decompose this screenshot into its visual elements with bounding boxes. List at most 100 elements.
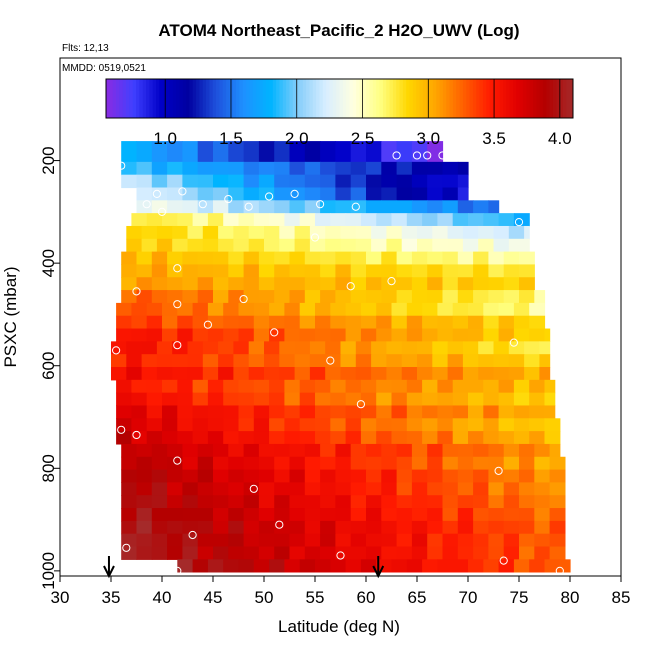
heat-cell	[131, 418, 148, 432]
heat-cell	[422, 559, 438, 573]
heat-cell	[274, 482, 291, 496]
heat-cell	[156, 354, 173, 368]
y-tick-label: 800	[39, 454, 58, 482]
heat-cell	[162, 392, 178, 407]
heat-cell	[366, 508, 382, 522]
heat-cell	[151, 456, 168, 471]
x-tick-label: 75	[510, 588, 529, 607]
heat-cell	[116, 431, 132, 445]
heat-cell	[315, 379, 331, 394]
heat-cell	[345, 328, 362, 342]
heat-cell	[141, 238, 158, 253]
heat-cell	[396, 251, 413, 266]
heat-cell	[121, 174, 138, 189]
heat-cell	[146, 431, 163, 445]
heat-cell	[381, 187, 398, 201]
y-tick-label: 400	[39, 249, 58, 277]
heat-cell	[473, 264, 489, 278]
heat-cell	[366, 141, 382, 163]
heat-cell	[468, 328, 484, 342]
heat-cell	[243, 277, 260, 291]
observation-point	[112, 346, 121, 355]
heat-cell	[253, 328, 270, 342]
heat-cell	[274, 141, 291, 163]
colorbar-segment	[532, 79, 537, 118]
heat-cell	[488, 264, 505, 278]
heat-cell	[371, 367, 387, 381]
heat-cell	[289, 161, 306, 176]
heat-cell	[442, 508, 459, 522]
colorbar-tick-label: 1.5	[219, 129, 243, 148]
heat-cell	[427, 495, 444, 509]
colorbar-segment	[222, 79, 227, 118]
heat-cell	[488, 533, 505, 548]
heat-cell	[177, 559, 194, 573]
heat-cell	[442, 251, 459, 266]
colorbar-segment	[136, 79, 140, 118]
heat-cell	[192, 213, 209, 227]
heat-cell	[197, 443, 214, 458]
heat-cell	[360, 559, 377, 573]
colorbar-segment	[282, 79, 287, 118]
heat-cell	[544, 405, 556, 419]
heat-cell	[182, 495, 199, 509]
heat-cell	[468, 302, 484, 317]
heat-cell	[417, 238, 433, 253]
colorbar-segment	[486, 79, 491, 118]
colorbar-tick-label: 2.0	[285, 129, 309, 148]
heat-cell	[136, 469, 153, 483]
heat-cell	[228, 251, 245, 266]
heat-cell	[218, 238, 234, 253]
heat-cell	[167, 251, 183, 266]
heat-cell	[228, 187, 245, 201]
heat-cell	[360, 302, 377, 317]
heat-cell	[146, 213, 163, 227]
heat-cell	[406, 418, 423, 432]
heat-cell	[396, 200, 413, 214]
observation-point	[239, 294, 248, 304]
heat-cell	[121, 456, 138, 471]
heat-cell	[549, 482, 566, 496]
heat-cell	[335, 469, 352, 483]
colorbar-segment	[209, 79, 214, 118]
heat-cell	[162, 431, 178, 445]
heat-cell	[493, 238, 510, 253]
heat-cell	[422, 379, 438, 394]
colorbar-segment	[326, 79, 330, 118]
heat-cell	[549, 456, 566, 471]
heat-cell	[427, 482, 444, 496]
heat-cell	[508, 341, 525, 355]
heat-cell	[371, 238, 387, 253]
heat-cell	[473, 495, 489, 509]
heat-cell	[264, 238, 280, 253]
heat-cell	[253, 379, 270, 394]
heat-cell	[289, 290, 306, 304]
heat-cell	[269, 315, 285, 330]
heat-cell	[197, 482, 214, 496]
heat-cell	[350, 264, 367, 278]
heat-cell	[360, 315, 377, 330]
heat-cell	[284, 559, 301, 573]
heat-cell	[427, 174, 444, 189]
heat-cell	[396, 290, 413, 304]
colorbar-segment	[366, 79, 371, 118]
heat-cell	[350, 277, 367, 291]
colorbar-segment	[339, 79, 344, 118]
colorbar-segment	[542, 79, 547, 118]
heat-cell	[452, 392, 469, 407]
heat-cell	[452, 213, 469, 227]
heat-cell	[223, 328, 240, 342]
heat-cell	[167, 520, 183, 535]
heat-cell	[524, 238, 530, 253]
heat-cell	[335, 251, 352, 266]
observation-point	[173, 566, 182, 575]
heat-cell	[422, 392, 438, 407]
heat-cell	[248, 238, 265, 253]
observation-point	[392, 151, 401, 160]
colorbar-segment	[206, 79, 210, 118]
heat-cell	[121, 443, 138, 458]
heat-cell	[207, 379, 224, 394]
heat-cell	[167, 546, 183, 560]
heat-cell	[411, 456, 428, 471]
